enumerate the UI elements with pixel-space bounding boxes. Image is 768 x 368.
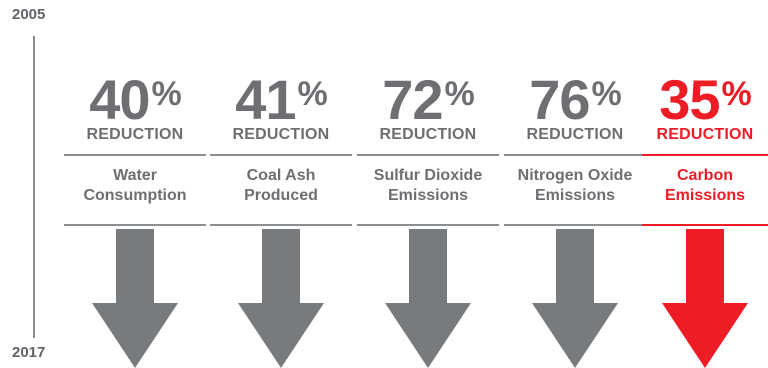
down-arrow-icon — [385, 229, 471, 368]
metric-label-line-1: Coal Ash — [246, 167, 316, 184]
divider — [210, 224, 352, 226]
percent-number: 41 — [235, 68, 296, 131]
percent-value: 72% — [357, 72, 499, 128]
divider — [210, 154, 352, 156]
metric-label: Coal Ash Produced — [210, 166, 352, 206]
metric-label-line-1: Water — [113, 167, 157, 184]
percent-sign: % — [151, 75, 182, 113]
down-arrow-shape — [385, 229, 471, 368]
column-coal-ash-produced: 41% REDUCTION Coal Ash Produced — [210, 72, 352, 368]
divider — [357, 154, 499, 156]
percent-value: 35% — [642, 72, 768, 128]
percent-sign: % — [297, 75, 328, 113]
percent-number: 76 — [529, 68, 590, 131]
metric-label-line-2: Emissions — [534, 187, 616, 204]
down-arrow-icon — [238, 229, 324, 368]
divider — [64, 224, 206, 226]
timeline-start-label: 2005 — [12, 6, 46, 23]
reduction-label: REDUCTION — [526, 126, 624, 143]
down-arrow-shape — [92, 229, 178, 368]
down-arrow-icon — [532, 229, 618, 368]
column-nitrogen-oxide-emissions: 76% REDUCTION Nitrogen Oxide Emissions — [504, 72, 646, 368]
metric-label-line-2: Produced — [244, 187, 318, 204]
metric-label: Nitrogen Oxide Emissions — [504, 166, 646, 206]
percent-value: 76% — [504, 72, 646, 128]
down-arrow-icon — [92, 229, 178, 368]
percent-number: 72 — [382, 68, 443, 131]
metric-label: Carbon Emissions — [642, 166, 768, 206]
metric-label-line-2: Emissions — [664, 187, 746, 204]
reduction-label: REDUCTION — [232, 126, 330, 143]
metric-label-line-1: Sulfur Dioxide — [373, 167, 483, 184]
reduction-label: REDUCTION — [86, 126, 184, 143]
divider — [504, 224, 646, 226]
percent-sign: % — [721, 75, 752, 113]
divider — [504, 154, 646, 156]
metric-label-line-1: Nitrogen Oxide — [517, 167, 633, 184]
reduction-label: REDUCTION — [379, 126, 477, 143]
percent-sign: % — [444, 75, 475, 113]
metric-label-line-1: Carbon — [677, 167, 733, 184]
metric-label-line-2: Consumption — [83, 187, 187, 204]
reduction-label: REDUCTION — [656, 126, 754, 143]
down-arrow-icon — [662, 229, 748, 368]
column-water-consumption: 40% REDUCTION Water Consumption — [64, 72, 206, 368]
divider — [642, 154, 768, 156]
timeline-line — [33, 36, 35, 338]
column-carbon-emissions: 35% REDUCTION Carbon Emissions — [642, 72, 768, 368]
percent-value: 40% — [64, 72, 206, 128]
divider — [642, 224, 768, 226]
timeline-end-label: 2017 — [12, 344, 46, 361]
percent-number: 35 — [659, 68, 720, 131]
metric-label: Sulfur Dioxide Emissions — [357, 166, 499, 206]
metric-label: Water Consumption — [64, 166, 206, 206]
column-sulfur-dioxide-emissions: 72% REDUCTION Sulfur Dioxide Emissions — [357, 72, 499, 368]
percent-number: 40 — [89, 68, 150, 131]
divider — [64, 154, 206, 156]
divider — [357, 224, 499, 226]
down-arrow-shape — [662, 229, 748, 368]
percent-value: 41% — [210, 72, 352, 128]
down-arrow-shape — [532, 229, 618, 368]
percent-sign: % — [591, 75, 622, 113]
down-arrow-shape — [238, 229, 324, 368]
metric-label-line-2: Emissions — [387, 187, 469, 204]
